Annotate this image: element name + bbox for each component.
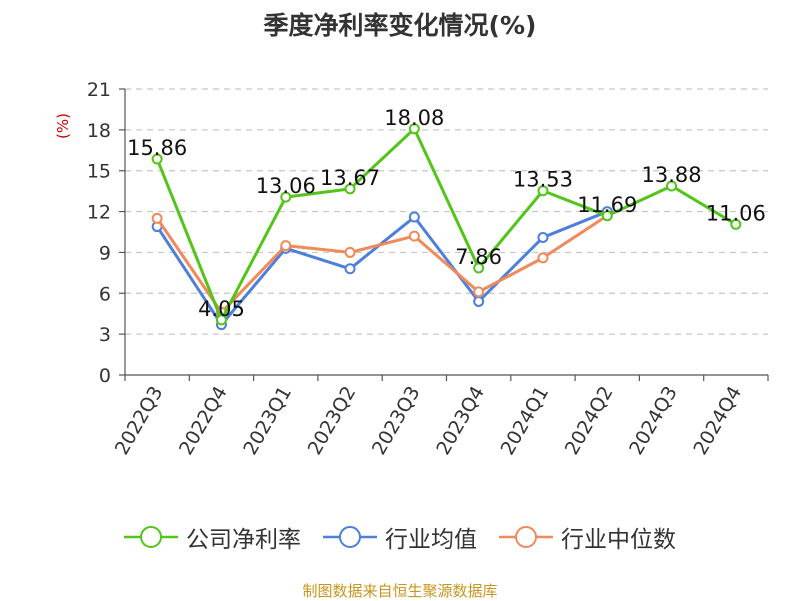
x-tick-label: 2024Q1: [497, 383, 554, 459]
x-tick-label: 2022Q4: [175, 383, 232, 459]
data-point: [280, 191, 292, 203]
data-point: [280, 240, 292, 252]
x-tick-label: 2023Q4: [432, 383, 489, 459]
legend-item: 公司净利率: [124, 520, 301, 554]
data-point: [151, 212, 163, 224]
data-point: [730, 218, 742, 230]
data-point: [537, 231, 549, 243]
legend-swatch: [499, 526, 553, 548]
data-point: [344, 263, 356, 275]
legend-swatch: [124, 526, 178, 548]
y-tick-label: 6: [99, 283, 111, 305]
data-point: [408, 211, 420, 223]
data-label: 13.67: [320, 166, 380, 190]
x-tick-label: 2023Q3: [368, 383, 425, 459]
series-lines: [151, 123, 742, 331]
series-line: [155, 127, 737, 322]
legend-item: 行业均值: [323, 520, 477, 554]
data-label: 13.53: [513, 168, 573, 192]
data-point: [666, 180, 678, 192]
data-point: [473, 262, 485, 274]
data-point: [151, 153, 163, 165]
data-point: [408, 123, 420, 135]
y-tick-label: 12: [87, 202, 111, 224]
data-point: [473, 286, 485, 298]
data-label: 4.05: [198, 297, 245, 321]
data-label: 18.08: [384, 106, 444, 130]
x-tick-label: 2023Q1: [239, 383, 296, 459]
data-point: [344, 246, 356, 258]
legend: 公司净利率 行业均值 行业中位数: [0, 520, 800, 554]
y-tick-label: 3: [99, 324, 111, 346]
data-point: [408, 230, 420, 242]
x-tick-label: 2023Q2: [304, 383, 361, 459]
data-label: 13.06: [256, 174, 316, 198]
y-tick-label: 9: [99, 242, 111, 264]
data-label: 15.86: [127, 136, 187, 160]
data-labels: 15.86 4.05 13.06 13.67 18.08 7.86 13.5311.6913…: [127, 106, 766, 321]
chart-title: 季度净利率变化情况(%): [263, 11, 537, 40]
data-point: [537, 252, 549, 264]
grid-lines: [125, 88, 768, 335]
data-point: [215, 314, 227, 326]
legend-label: 公司净利率: [186, 527, 301, 553]
y-tick-label: 15: [87, 161, 111, 183]
legend-label: 行业中位数: [561, 527, 676, 553]
y-tick-label: 21: [87, 79, 111, 101]
x-tick-label: 2024Q3: [625, 383, 682, 459]
y-tick-label: 0: [99, 365, 111, 387]
x-tick-label: 2024Q4: [689, 383, 746, 459]
data-point: [537, 185, 549, 197]
x-tick-label: 2022Q3: [111, 383, 168, 459]
data-label: 7.86: [455, 245, 502, 269]
legend-swatch: [323, 526, 377, 548]
data-point: [473, 295, 485, 307]
y-axis-unit: (%): [54, 113, 72, 139]
legend-label: 行业均值: [385, 527, 477, 553]
data-point: [344, 183, 356, 195]
data-label: 11.06: [706, 201, 766, 225]
data-label: 13.88: [641, 163, 701, 187]
y-tick-label: 18: [87, 120, 111, 142]
x-tick-label: 2024Q2: [561, 383, 618, 459]
source-note: 制图数据来自恒生聚源数据库: [302, 582, 498, 600]
data-point: [601, 210, 613, 222]
data-label: 11.69: [577, 193, 637, 217]
legend-item: 行业中位数: [499, 520, 676, 554]
